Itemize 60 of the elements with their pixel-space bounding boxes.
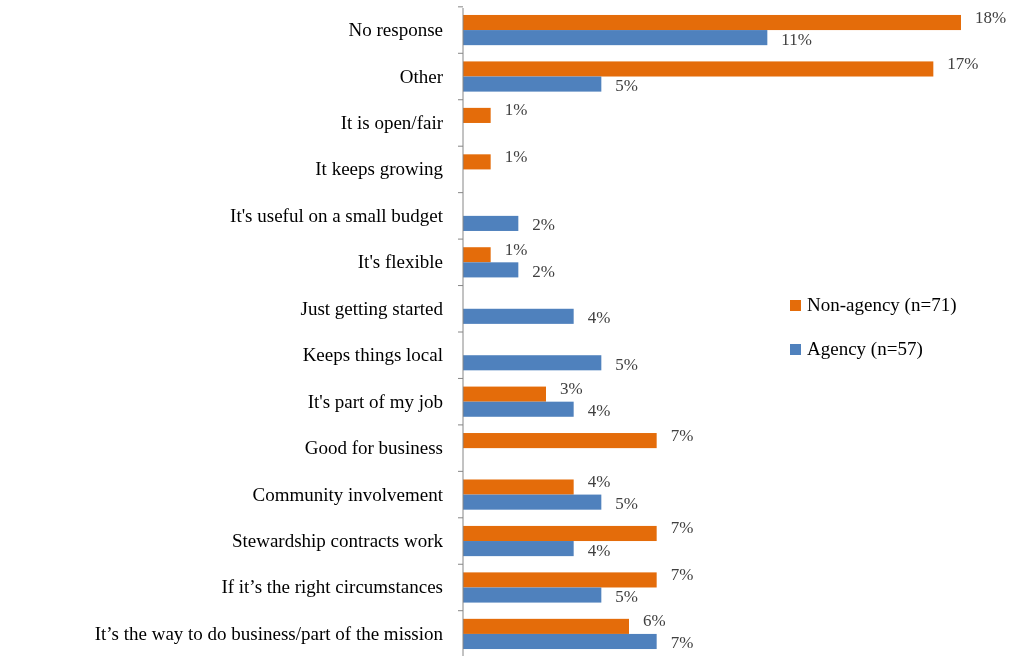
bar xyxy=(463,262,519,278)
y-tick-label: Stewardship contracts work xyxy=(231,530,444,552)
bar xyxy=(463,618,629,634)
data-label: 1% xyxy=(504,239,528,259)
y-tick-label: It’s the way to do business/part of the mission xyxy=(94,622,444,644)
data-label: 11% xyxy=(781,29,812,49)
bar xyxy=(463,587,602,603)
y-tick-label: It's useful on a small budget xyxy=(230,204,444,226)
data-label: 4% xyxy=(587,540,611,560)
bar xyxy=(463,61,934,77)
data-label: 2% xyxy=(532,261,556,281)
bar xyxy=(463,525,657,542)
y-tick-label: No response xyxy=(348,19,443,41)
bar xyxy=(463,355,602,371)
data-label: 6% xyxy=(643,611,666,631)
data-label: 4% xyxy=(587,472,611,492)
bar xyxy=(463,30,768,46)
bar xyxy=(463,401,574,417)
bar xyxy=(463,433,657,449)
data-label: 18% xyxy=(975,7,1007,27)
y-tick-label: It's part of my job xyxy=(307,390,443,412)
bar xyxy=(463,633,657,650)
data-label: 4% xyxy=(587,308,611,328)
y-tick-label: It's flexible xyxy=(357,251,443,273)
legend-label: Non-agency (n=71) xyxy=(807,294,957,316)
bar xyxy=(463,541,574,557)
data-label: 7% xyxy=(670,425,694,445)
data-label: 5% xyxy=(615,354,639,374)
data-label: 4% xyxy=(587,401,611,421)
y-tick-label: Good for business xyxy=(304,437,443,459)
bar xyxy=(463,154,491,170)
bar xyxy=(463,215,519,231)
y-tick-label: Community involvement xyxy=(252,483,444,505)
bar xyxy=(463,76,602,92)
data-label: 1% xyxy=(504,146,528,166)
data-label: 5% xyxy=(615,76,639,96)
bar xyxy=(463,14,961,31)
data-label: 3% xyxy=(560,379,583,399)
y-tick-label: It is open/fair xyxy=(340,111,444,133)
y-tick-label: Other xyxy=(399,65,444,87)
data-label: 5% xyxy=(615,494,639,514)
bar xyxy=(463,247,491,263)
data-label: 7% xyxy=(670,633,694,653)
bar xyxy=(463,572,657,588)
bar xyxy=(463,107,491,123)
data-label: 1% xyxy=(504,100,528,120)
bar xyxy=(463,386,546,402)
data-label: 2% xyxy=(532,215,556,235)
bar xyxy=(463,479,574,495)
data-label: 7% xyxy=(670,518,694,538)
y-tick-label: It keeps growing xyxy=(315,158,444,180)
bar xyxy=(463,308,574,324)
data-label: 17% xyxy=(947,53,979,73)
y-tick-label: Keeps things local xyxy=(302,344,443,366)
bar xyxy=(463,494,602,510)
legend-label: Agency (n=57) xyxy=(807,338,923,360)
data-label: 5% xyxy=(615,587,639,607)
y-tick-label: If it’s the right circumstances xyxy=(221,576,443,598)
y-tick-label: Just getting started xyxy=(300,297,444,319)
data-label: 7% xyxy=(670,564,694,584)
